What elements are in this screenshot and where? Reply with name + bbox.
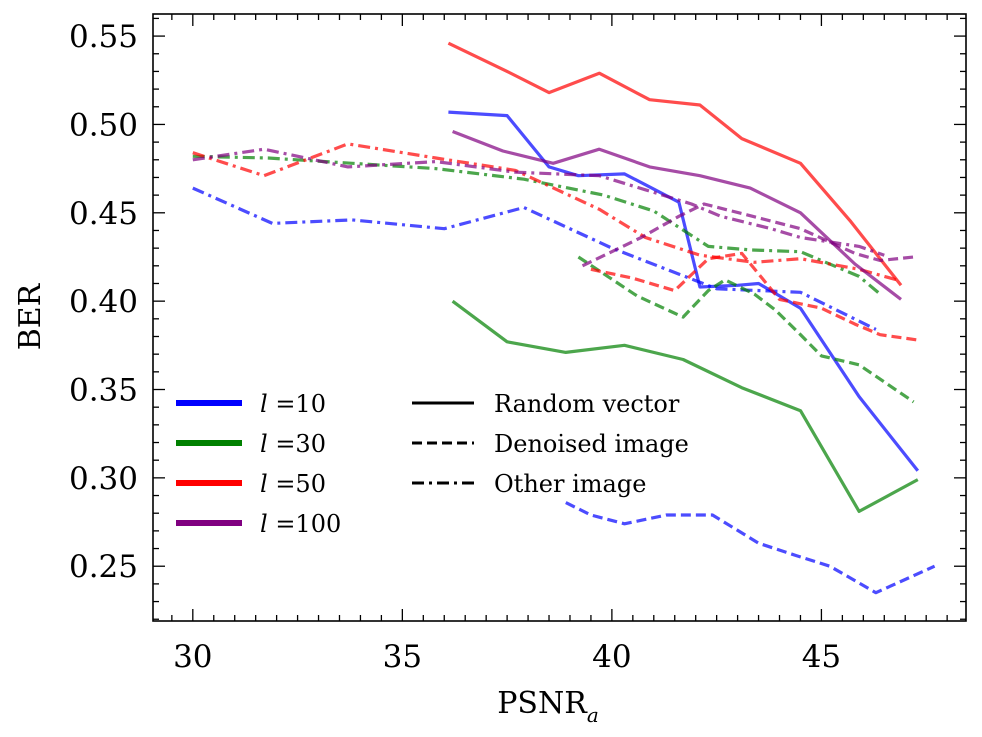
- legend-label-other-image: Other image: [494, 470, 646, 498]
- x-tick-label: 40: [592, 639, 631, 675]
- y-tick-label: 0.35: [69, 373, 138, 409]
- x-axis-title: PSNRa: [497, 686, 599, 727]
- x-tick-label: 45: [802, 639, 841, 675]
- x-axis-title-main: PSNR: [497, 686, 588, 721]
- y-tick-label: 0.50: [69, 107, 138, 143]
- x-axis-title-subscript: a: [587, 703, 599, 727]
- series-line-l30-other-image: [192, 154, 882, 296]
- series-line-l30-denoised-image: [577, 255, 915, 404]
- y-tick-label: 0.55: [69, 19, 138, 55]
- legend-label-denoised-image: Denoised image: [494, 430, 689, 458]
- x-tick-label: 30: [173, 639, 212, 675]
- legend-methods: Random vector Denoised image Other image: [412, 390, 689, 498]
- y-tick-label: 0.40: [69, 284, 138, 320]
- series-line-l50-denoised-image: [590, 251, 919, 342]
- tick-labels: 30 35 40 45 0.25 0.30 0.35 0.40 0.45 0.50 0.55: [69, 19, 841, 675]
- series-line-l100-denoised-image: [581, 202, 914, 268]
- y-axis-title: BER: [13, 282, 48, 350]
- legend-label-random-vector: Random vector: [494, 390, 680, 418]
- y-tick-label: 0.30: [69, 461, 138, 497]
- series-lines: [192, 41, 936, 595]
- y-tick-label: 0.25: [69, 549, 138, 585]
- axis-ticks: [153, 14, 966, 621]
- legend-label-l50: l =50: [260, 470, 326, 498]
- series-line-l50-other-image: [192, 142, 898, 282]
- x-tick-label: 35: [383, 639, 422, 675]
- legend-label-l30: l =30: [260, 430, 326, 458]
- series-line-l100-other-image: [192, 147, 885, 257]
- series-line-l10-random-vector: [448, 110, 920, 472]
- legend-label-l10: l =10: [260, 390, 326, 418]
- series-line-l10-denoised-image: [565, 501, 936, 595]
- y-tick-label: 0.45: [69, 196, 138, 232]
- series-line-l50-random-vector: [447, 41, 903, 287]
- legend-label-l100: l =100: [260, 510, 341, 538]
- legend-l-values: l =10 l =30 l =50 l =100: [176, 390, 341, 538]
- series-line-l30-random-vector: [451, 299, 919, 513]
- plot-frame: [152, 13, 967, 622]
- series-line-l100-random-vector: [452, 130, 902, 301]
